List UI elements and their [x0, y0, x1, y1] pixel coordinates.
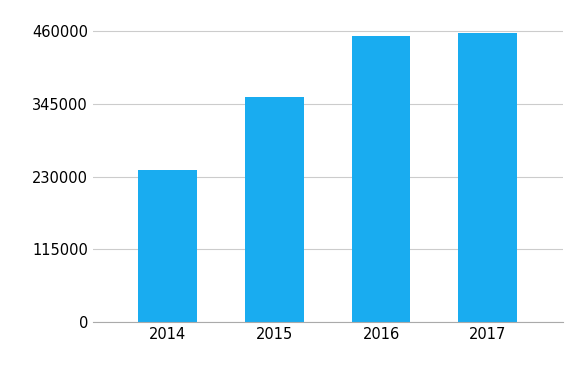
Bar: [245, 97, 304, 322]
Bar: [351, 36, 411, 322]
Bar: [458, 33, 517, 322]
Bar: [138, 169, 197, 322]
